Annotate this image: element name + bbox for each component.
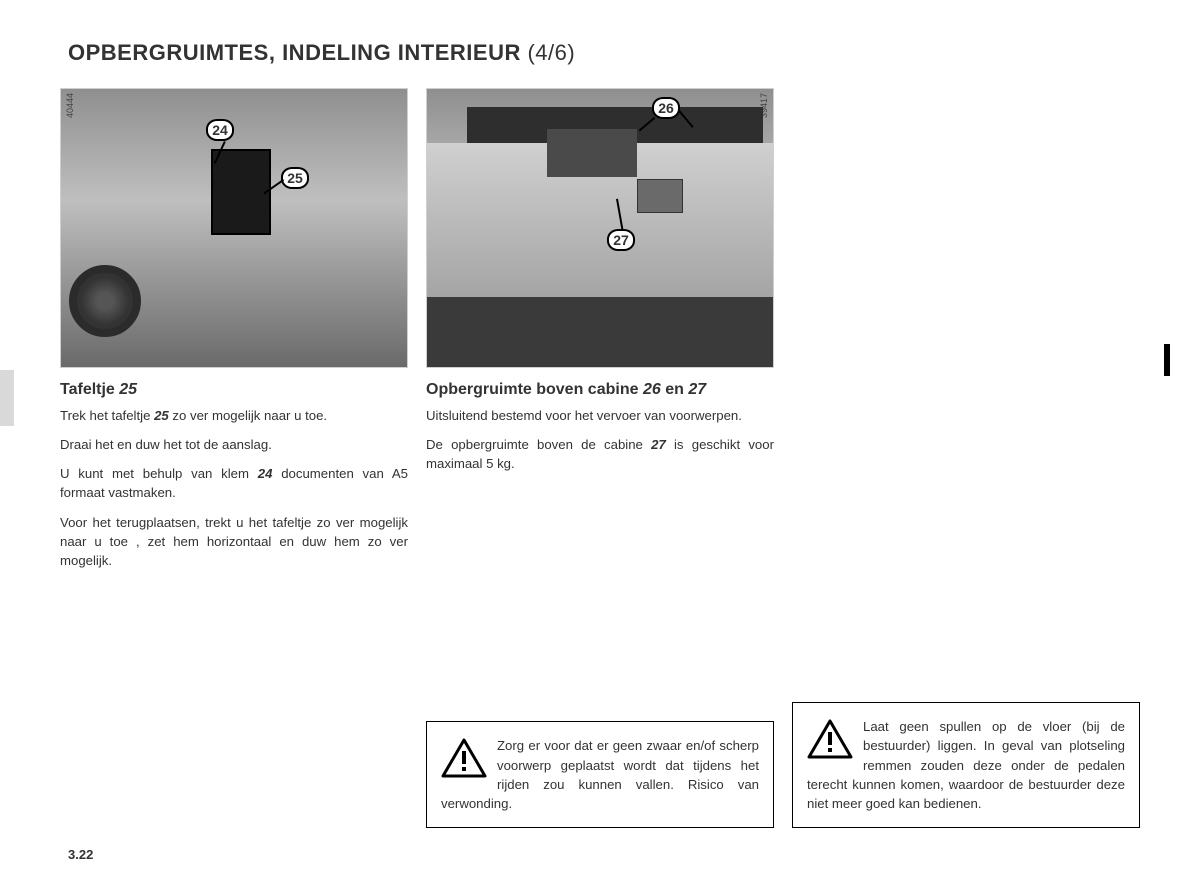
paragraph: U kunt met behulp van klem 24 documenten…	[60, 464, 408, 502]
figure-tafeltje: 40444 24 25	[60, 88, 408, 368]
paragraph: Trek het tafeltje 25 zo ver mogelijk naa…	[60, 406, 408, 425]
column-1: 40444 24 25 Tafeltje 25 Trek het tafeltj…	[60, 88, 408, 828]
column-2: 39417 26 27 Opbergruimte boven cabine 26…	[426, 88, 774, 828]
content-columns: 40444 24 25 Tafeltje 25 Trek het tafeltj…	[60, 88, 1140, 828]
paragraph: Voor het terugplaatsen, trekt u het tafe…	[60, 513, 408, 570]
dashboard-illustration	[61, 89, 407, 367]
paragraph: Uitsluitend bestemd voor het vervoer van…	[426, 406, 774, 425]
column-3: Laat geen spullen op de vloer (bij de be…	[792, 88, 1140, 828]
section-heading-opbergruimte: Opbergruimte boven cabine 26 en 27	[426, 380, 774, 400]
figure-opbergruimte: 39417 26 27	[426, 88, 774, 368]
callout-26: 26	[652, 97, 680, 119]
paragraph: De opbergruimte boven de cabine 27 is ge…	[426, 435, 774, 473]
callout-27: 27	[607, 229, 635, 251]
warning-box: Laat geen spullen op de vloer (bij de be…	[792, 702, 1140, 828]
warning-box: Zorg er voor dat er geen zwaar en/of sch…	[426, 721, 774, 828]
margin-mark-right	[1164, 344, 1170, 376]
page-number: 3.22	[68, 847, 93, 862]
warning-text: Laat geen spullen op de vloer (bij de be…	[807, 719, 1125, 811]
cabin-illustration	[427, 89, 773, 367]
margin-tab	[0, 370, 14, 426]
warning-icon	[807, 719, 853, 759]
title-suffix: (4/6)	[527, 40, 575, 65]
warning-text: Zorg er voor dat er geen zwaar en/of sch…	[441, 738, 759, 810]
section-heading-tafeltje: Tafeltje 25	[60, 380, 408, 400]
callout-25: 25	[281, 167, 309, 189]
title-main: OPBERGRUIMTES, INDELING INTERIEUR	[68, 40, 521, 65]
warning-icon	[441, 738, 487, 778]
callout-24: 24	[206, 119, 234, 141]
page-title: OPBERGRUIMTES, INDELING INTERIEUR (4/6)	[68, 40, 1140, 66]
paragraph: Draai het en duw het tot de aanslag.	[60, 435, 408, 454]
